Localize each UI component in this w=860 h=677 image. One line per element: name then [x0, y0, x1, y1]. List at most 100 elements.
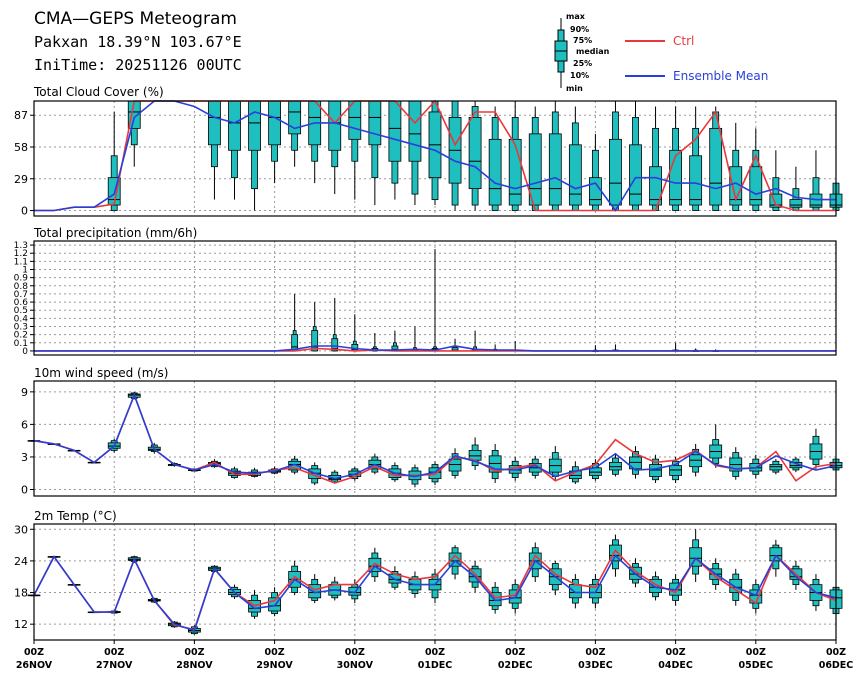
ytick-label: 0.6 — [14, 298, 29, 308]
panel-frame — [33, 380, 837, 497]
xtick-hour-label: 00Z — [24, 647, 44, 658]
box-inner — [448, 458, 462, 472]
box-plot — [388, 566, 402, 590]
box-plot — [568, 106, 582, 211]
ytick-label: 0.5 — [14, 306, 28, 316]
box-inner — [388, 100, 402, 162]
box-plot — [107, 111, 121, 211]
box-plot — [809, 428, 823, 469]
xtick-date-label: 06DEC — [819, 660, 854, 671]
box-inner — [609, 138, 622, 206]
ytick-label: 1.1 — [14, 257, 28, 267]
box-inner — [548, 133, 562, 206]
ytick-label: 9 — [21, 386, 28, 399]
box-inner — [528, 133, 542, 206]
box-inner — [408, 100, 422, 162]
box-plot — [749, 454, 763, 479]
xtick-date-label: 30NOV — [337, 660, 374, 671]
ytick-label: 24 — [14, 555, 28, 568]
legend-ctrl-label: Ctrl — [673, 34, 694, 48]
box-plot — [311, 302, 319, 352]
chart-title: CMA—GEPS Meteogram — [34, 9, 237, 29]
ytick-label: 87 — [14, 109, 28, 122]
ytick-label: 0.9 — [14, 274, 29, 284]
legend-label-median: median — [576, 47, 610, 56]
ytick-label: 0.3 — [14, 323, 28, 333]
box-plot — [308, 100, 322, 184]
ytick-label: 0.4 — [14, 314, 29, 324]
ensemble-mean-series-line — [33, 554, 837, 632]
xtick-date-label: 29NOV — [256, 660, 293, 671]
box-plot — [331, 298, 339, 352]
box-plot — [468, 101, 482, 211]
xtick-hour-label: 00Z — [184, 647, 204, 658]
xtick-hour-label: 00Z — [826, 647, 846, 658]
ytick-label: 30 — [14, 523, 28, 536]
box-plot — [448, 545, 462, 580]
box-plot — [649, 106, 662, 211]
box-plot — [589, 133, 602, 211]
box-legend-outer-box — [557, 29, 565, 42]
box-inner — [629, 144, 642, 206]
line-legend: Ctrl Ensemble Mean — [625, 34, 768, 83]
ytick-label: 1.2 — [14, 249, 28, 259]
ytick-label: 1.3 — [14, 241, 28, 251]
box-plot — [749, 579, 763, 614]
ytick-label: 0 — [21, 205, 28, 218]
box-plot — [749, 128, 763, 211]
box-inner — [568, 584, 582, 599]
xtick-hour-label: 00Z — [104, 647, 124, 658]
ytick-label: 0 — [21, 483, 28, 496]
box-plot — [769, 150, 783, 211]
box-plot — [488, 443, 502, 483]
box-inner — [649, 166, 662, 206]
box-plot — [371, 333, 379, 352]
box-inner — [809, 193, 823, 208]
box-plot — [612, 344, 619, 352]
box-plot — [609, 101, 622, 211]
ytick-label: 0.1 — [14, 339, 28, 349]
box-inner — [328, 100, 342, 151]
xtick-hour-label: 00Z — [585, 647, 605, 658]
ytick-label: 0.7 — [14, 290, 28, 300]
box-plot — [288, 560, 302, 596]
box-plot — [348, 100, 362, 200]
xtick-date-label: 28NOV — [176, 660, 213, 671]
box-plot — [368, 100, 382, 206]
box-plot — [709, 424, 723, 468]
ensemble-mean-series-line — [34, 345, 836, 352]
xtick-hour-label: 00Z — [265, 647, 285, 658]
x-axis: 00Z 26NOV 00Z 27NOV 00Z 28NOV 00Z 29NOV 00Z 30NOV… — [16, 640, 853, 671]
box-inner — [609, 461, 622, 471]
box-plot — [589, 459, 602, 481]
box-inner — [649, 464, 662, 477]
box-plot — [508, 101, 522, 211]
box-plot — [468, 437, 482, 470]
xtick-hour-label: 00Z — [425, 647, 445, 658]
box-plot — [451, 338, 459, 352]
box-plot — [729, 447, 743, 480]
xtick-date-label: 27NOV — [96, 660, 133, 671]
panel-wind-speed: 10m wind speed (m/s) 0 3 6 9 — [21, 366, 843, 497]
box-plot — [809, 150, 823, 211]
box-legend: max 90% 75% median 25% 10% min — [554, 12, 610, 93]
ytick-label: 0.8 — [14, 282, 29, 292]
box-plot — [328, 576, 342, 601]
box-plot — [488, 106, 502, 211]
box-legend-lower-box — [557, 60, 565, 73]
box-plot — [689, 529, 703, 582]
box-plot — [769, 459, 783, 475]
ytick-label: 58 — [14, 141, 28, 154]
xtick-hour-label: 00Z — [666, 647, 686, 658]
panel-title: Total Cloud Cover (%) — [33, 85, 164, 99]
box-inner — [789, 199, 803, 208]
panel-total-precipitation: Total precipitation (mm/6h) 00.10.20.30.… — [14, 226, 837, 357]
xtick-hour-label: 00Z — [505, 647, 525, 658]
panel-2m-temperature: 2m Temp (°C) 12 18 24 30 — [14, 509, 843, 641]
box-inner — [368, 100, 382, 146]
box-plot — [548, 560, 562, 596]
box-plot — [411, 326, 419, 352]
box-plot — [629, 558, 642, 588]
ytick-label: 1 — [22, 266, 28, 276]
box-inner — [769, 464, 783, 471]
